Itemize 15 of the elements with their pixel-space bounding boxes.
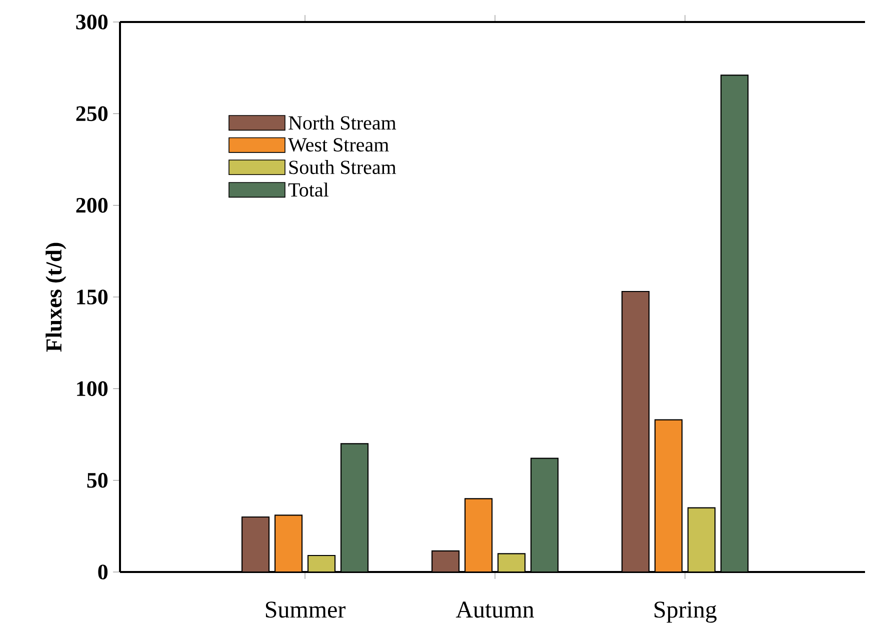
y-tick-label: 200 — [76, 198, 108, 213]
y-tick-label: 50 — [87, 472, 108, 488]
y-axis-title: Fluxes (t/d) — [46, 242, 66, 352]
x-tick-label: Autumn — [456, 602, 534, 618]
y-tick-label: 100 — [77, 381, 108, 396]
x-tick-label: Spring — [654, 602, 717, 623]
y-tick-label: 150 — [77, 290, 108, 304]
legend-label: North Stream — [288, 116, 396, 130]
y-tick-label: 0 — [98, 564, 108, 580]
y-tick-label: 250 — [76, 106, 108, 122]
y-tick-label: 300 — [76, 14, 108, 30]
legend-label: West Stream — [288, 138, 389, 152]
x-tick-label: Summer — [266, 602, 346, 618]
legend-label: Total — [288, 182, 328, 197]
legend-label: South Stream — [289, 160, 396, 174]
